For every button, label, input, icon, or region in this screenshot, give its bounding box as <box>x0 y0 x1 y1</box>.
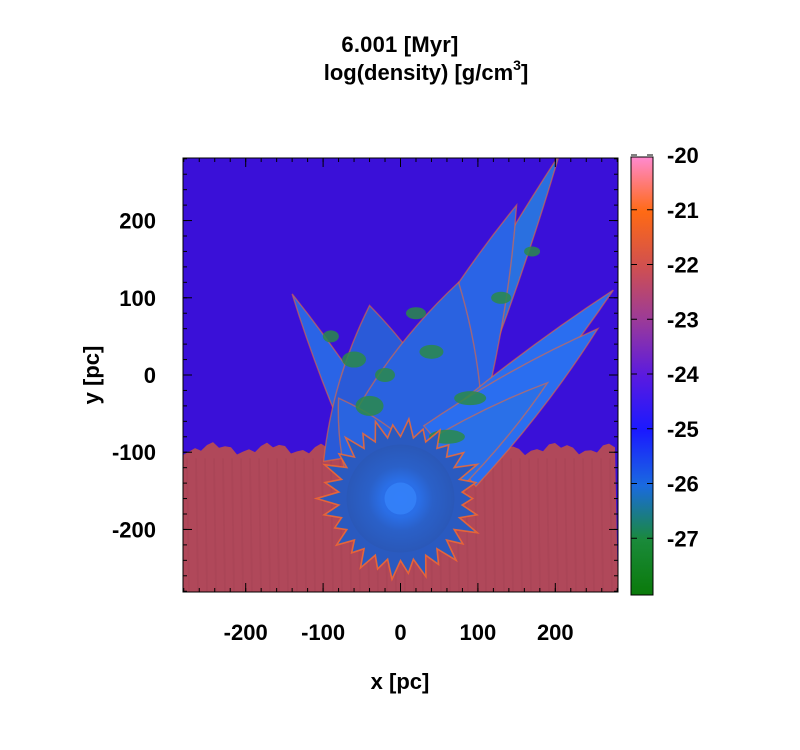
streak <box>303 458 307 592</box>
colorbar-tick-label: -26 <box>667 472 699 497</box>
bubble-core <box>384 482 417 515</box>
streak <box>501 458 505 592</box>
streak <box>582 458 586 592</box>
x-axis-ticks: -200 -100 0 100 200 <box>224 158 574 645</box>
y-tick-label: -200 <box>112 517 156 542</box>
streak <box>528 458 532 592</box>
y-axis-label: y [pc] <box>79 346 104 405</box>
dense-clump <box>524 246 541 257</box>
dense-clump <box>322 330 339 343</box>
streak <box>483 458 487 592</box>
streak <box>195 458 199 592</box>
colorbar-tick-label: -23 <box>667 307 699 332</box>
streak <box>249 458 253 592</box>
streak <box>276 458 280 592</box>
x-tick-label: 200 <box>537 620 574 645</box>
x-axis-label: x [pc] <box>371 669 430 694</box>
y-tick-label: 100 <box>119 286 156 311</box>
colorbar-tick-label: -22 <box>667 253 699 278</box>
title-superscript: 3 <box>513 57 521 73</box>
streak <box>546 458 550 592</box>
x-tick-label: -200 <box>224 620 268 645</box>
streak <box>222 458 226 592</box>
y-minor-ticks <box>183 158 618 592</box>
y-tick-label: -100 <box>112 440 156 465</box>
streak <box>564 458 568 592</box>
streak <box>555 458 559 592</box>
streak <box>186 458 190 592</box>
colorbar-tick-label: -27 <box>667 526 699 551</box>
streak <box>600 458 604 592</box>
plot-area <box>183 158 618 592</box>
streak <box>294 458 298 592</box>
streak <box>609 458 613 592</box>
dense-clump <box>342 351 367 368</box>
streak <box>231 458 235 592</box>
streak <box>573 458 577 592</box>
central-bubble <box>313 416 480 582</box>
streak <box>240 458 244 592</box>
streak <box>537 458 541 592</box>
dense-clump <box>405 307 426 320</box>
dense-clump <box>375 368 396 382</box>
y-tick-label: 0 <box>144 363 156 388</box>
streak <box>321 458 325 592</box>
streak <box>519 458 523 592</box>
streak <box>510 458 514 592</box>
streak <box>285 458 289 592</box>
y-tick-label: 200 <box>119 209 156 234</box>
chart-title-quantity: log(density) [g/cm3] <box>323 57 529 85</box>
colorbar-tick-label: -20 <box>667 143 699 168</box>
colorbar <box>630 156 654 596</box>
chart-title-time: 6.001 [Myr] <box>341 32 459 57</box>
x-tick-label: 100 <box>460 620 497 645</box>
colorbar-tick-label: -21 <box>667 198 699 223</box>
streak <box>591 458 595 592</box>
y-axis-ticks: 200 100 0 -100 -200 <box>112 209 618 542</box>
streak <box>492 458 496 592</box>
dense-clump <box>355 395 384 416</box>
streak <box>312 458 316 592</box>
colorbar-tick-label: -24 <box>667 362 700 387</box>
streak <box>204 458 208 592</box>
dense-clump <box>454 391 487 406</box>
colorbar-tick-label: -25 <box>667 417 699 442</box>
colorbar-ticks: -20 -21 -22 -23 -24 -25 -26 -27 <box>631 143 700 551</box>
x-tick-label: 0 <box>394 620 406 645</box>
dense-clump <box>491 291 512 304</box>
streak <box>213 458 217 592</box>
x-tick-label: -100 <box>301 620 345 645</box>
streak <box>267 458 271 592</box>
dense-clump <box>419 344 444 359</box>
streak <box>258 458 262 592</box>
